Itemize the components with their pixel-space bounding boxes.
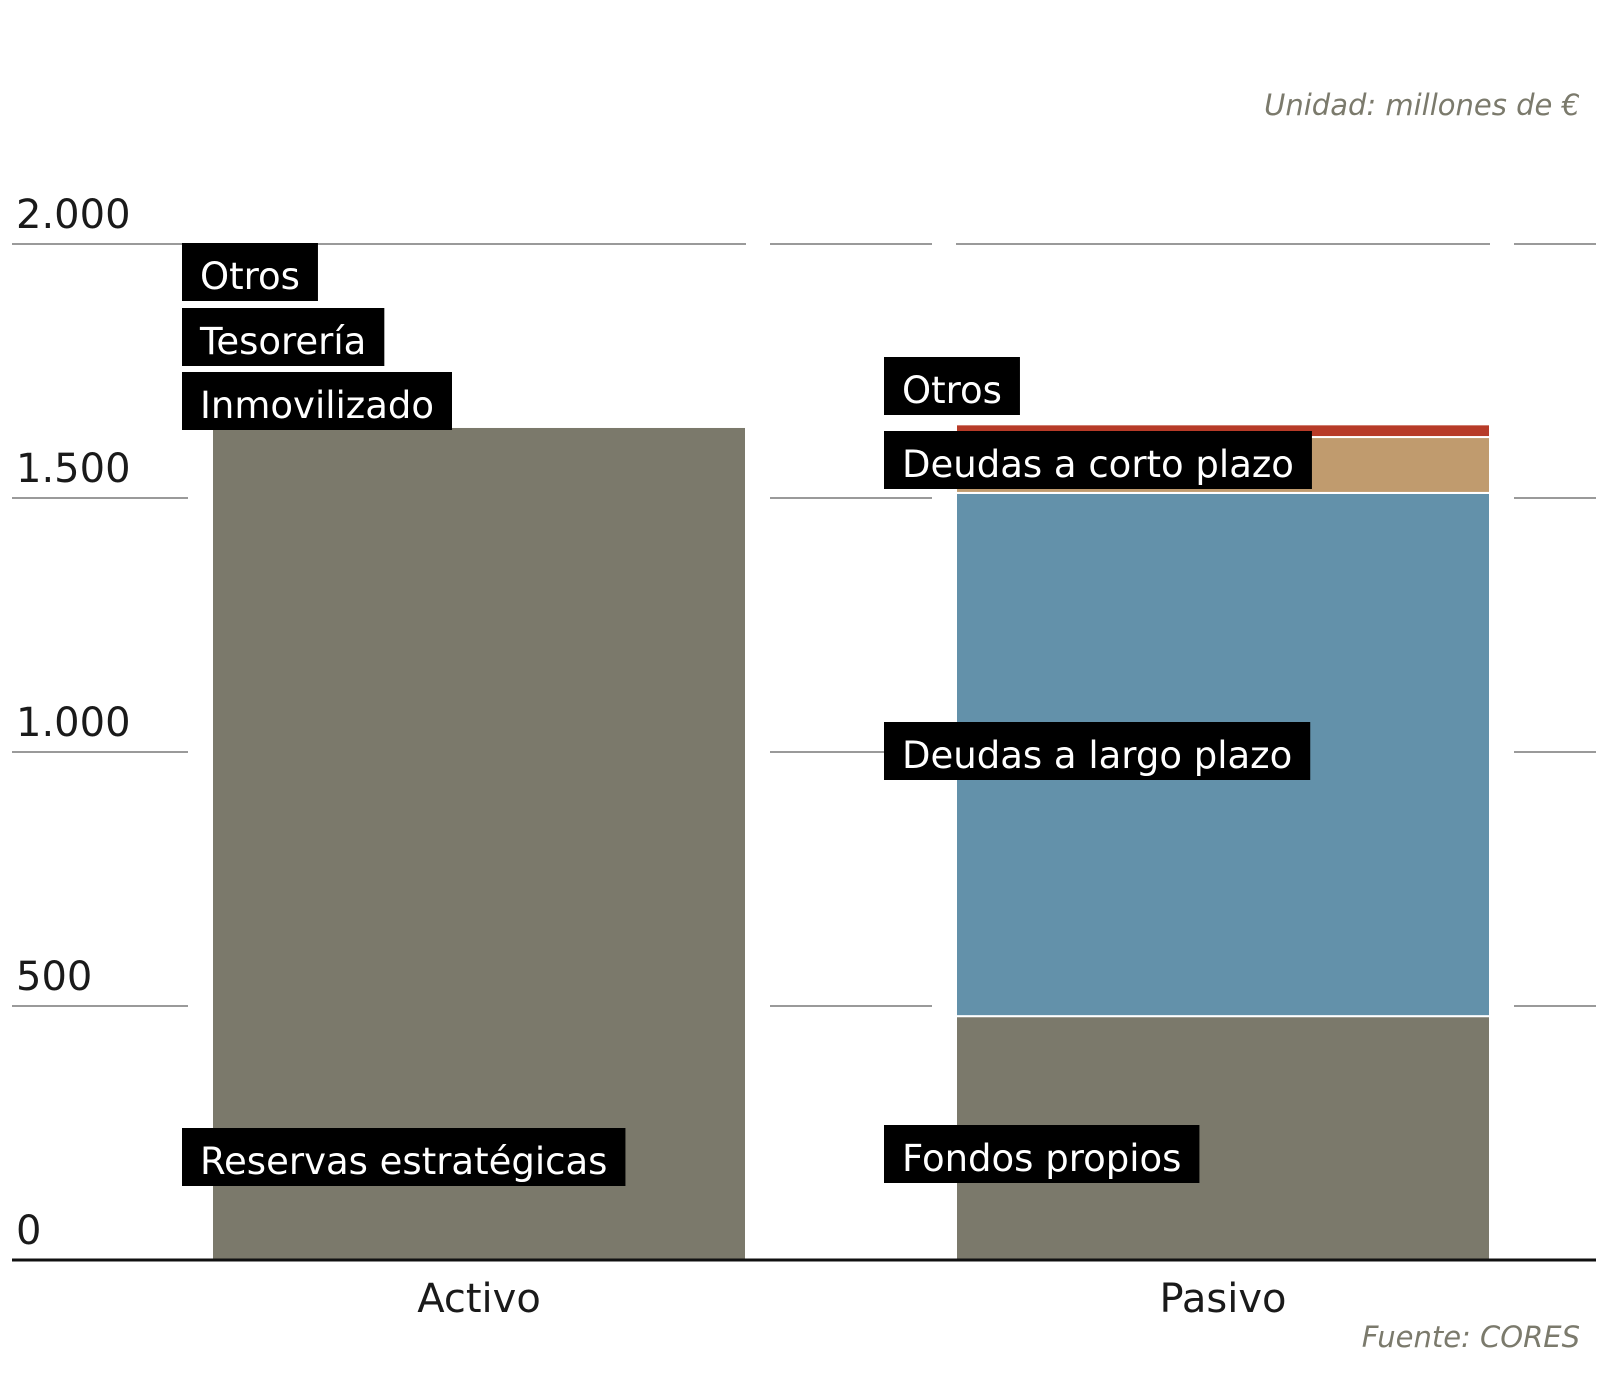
segment-label-activo-2: Tesorería — [199, 320, 366, 363]
y-tick-label-1000: 1.000 — [16, 700, 131, 746]
segment-label-box-pasivo-3 — [884, 357, 1020, 415]
segment-label-box-activo-1 — [182, 372, 452, 430]
bar-gap-0-R — [746, 242, 770, 1260]
segment-label-box-activo-3 — [182, 243, 318, 301]
segment-label-activo-1: Inmovilizado — [200, 384, 434, 427]
y-tick-label-1500: 1.500 — [16, 446, 131, 492]
segment-label-pasivo-0: Fondos propios — [902, 1137, 1181, 1180]
segment-label-box-pasivo-0 — [884, 1125, 1200, 1183]
segment-label-pasivo-1: Deudas a largo plazo — [902, 734, 1292, 777]
segment-label-box-pasivo-1 — [884, 722, 1311, 780]
x-tick-label-pasivo: Pasivo — [1160, 1276, 1287, 1322]
y-tick-label-0: 0 — [16, 1208, 41, 1254]
bar-gap-1-R — [1490, 242, 1514, 1260]
x-tick-label-activo: Activo — [417, 1276, 541, 1322]
segment-label-box-activo-0 — [182, 1128, 626, 1186]
segment-label-pasivo-3: Otros — [902, 369, 1002, 412]
y-tick-label-500: 500 — [16, 954, 92, 1000]
y-tick-label-2000: 2.000 — [16, 192, 131, 238]
segment-label-activo-0: Reservas estratégicas — [200, 1140, 607, 1183]
segment-label-pasivo-2: Deudas a corto plazo — [902, 443, 1294, 486]
unit-note: Unidad: millones de € — [1264, 88, 1580, 122]
segment-label-box-pasivo-2 — [884, 431, 1312, 489]
source-note: Fuente: CORES — [1361, 1320, 1580, 1354]
segment-label-box-activo-2 — [182, 308, 385, 366]
segment-label-activo-3: Otros — [200, 255, 300, 298]
